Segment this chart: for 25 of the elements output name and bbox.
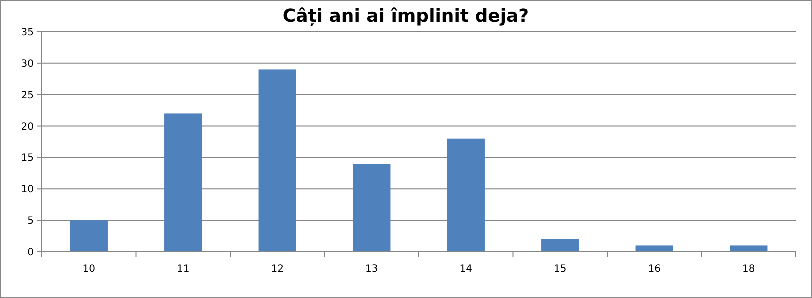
bar — [70, 220, 108, 252]
bar — [353, 164, 391, 252]
x-tick-label: 18 — [742, 264, 756, 275]
x-tick-label: 13 — [366, 264, 378, 275]
y-tick-label: 15 — [21, 153, 34, 164]
x-tick-label: 14 — [460, 264, 472, 275]
bar — [542, 239, 580, 252]
chart-title: Câți ani ai împlinit deja? — [282, 6, 530, 27]
x-tick-label: 10 — [82, 264, 96, 275]
y-tick-label: 10 — [21, 184, 34, 196]
x-tick-label: 11 — [177, 264, 190, 275]
y-tick-label: 20 — [21, 122, 34, 133]
x-tick-label: 15 — [554, 264, 567, 275]
bar — [447, 138, 485, 252]
y-tick-label: 30 — [21, 58, 34, 70]
y-tick-label: 35 — [21, 28, 34, 38]
bar — [258, 70, 296, 252]
y-tick-label: 0 — [28, 248, 34, 258]
y-tick-label: 25 — [21, 90, 34, 102]
bar — [636, 246, 674, 252]
bar — [730, 246, 768, 252]
x-tick-label: 16 — [648, 264, 661, 275]
bar — [164, 114, 202, 252]
y-tick-label: 5 — [28, 216, 34, 228]
x-tick-label: 12 — [271, 264, 284, 275]
